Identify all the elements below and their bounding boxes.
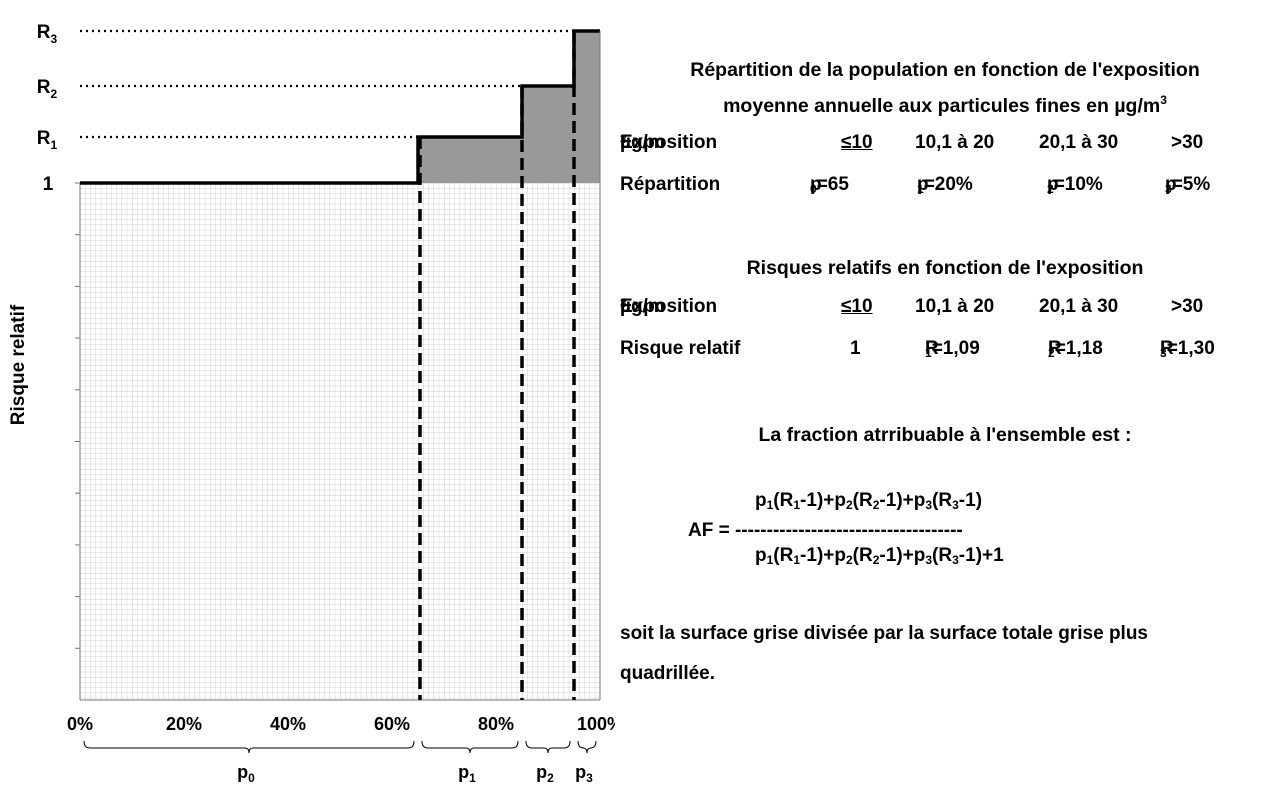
distribution-row: Répartition p 0 =65 p 1 =20% p 2 =10% p 3 =5% — [615, 174, 1275, 200]
relative-risk-value: R 3 =1,30 — [1160, 338, 1215, 360]
p-symbol: p — [1165, 174, 1177, 195]
r-symbol: R — [1048, 338, 1062, 359]
distribution-value: p 0 =65 — [810, 174, 849, 196]
distribution-title: Répartition de la population en fonction… — [615, 55, 1275, 121]
r-symbol: R — [1160, 338, 1174, 359]
attributable-area-p2 — [522, 86, 574, 183]
fraction-bar: ------------------------------------ — [734, 520, 963, 541]
distribution-value: p 3 =5% — [1165, 174, 1210, 196]
distribution-title-line2: moyenne annuelle aux particules fines en — [723, 95, 1115, 117]
p-index: 3 — [1165, 182, 1172, 196]
conclusion-line2: quadrillée. — [620, 663, 716, 684]
p-value: =10% — [1053, 174, 1103, 195]
unit-exponent: 3 — [1160, 93, 1167, 107]
y-level-label: 1 — [43, 174, 54, 195]
formula-af: AF = -----------------------------------… — [688, 520, 963, 542]
relative-risk-value: R 1 =1,09 — [925, 338, 980, 360]
exposure-value: 10,1 à 20 — [915, 296, 995, 317]
exposure-unit-exp: 3 — [620, 296, 627, 310]
p-value: =65 — [816, 174, 849, 195]
af-label: AF = — [688, 520, 735, 541]
exposure-unit: µg/m — [620, 296, 665, 317]
exposure-value: ≤10 — [841, 132, 873, 153]
r-value: =1,18 — [1054, 338, 1103, 359]
unit: µg/m — [1114, 95, 1161, 117]
exposure-label: Exposition — [620, 132, 718, 153]
fraction-title: La fraction atrribuable à l'ensemble est… — [758, 424, 1132, 446]
segment-brace — [421, 740, 519, 754]
exposure-row-2: Exposition µg/m 3 ≤10 10,1 à 20 20,1 à 30… — [615, 296, 1275, 322]
exposure-unit: µg/m — [620, 132, 665, 153]
r-value: =1,09 — [931, 338, 980, 359]
p-index: 2 — [1047, 182, 1054, 196]
x-tick-label: 40% — [270, 714, 306, 734]
x-tick-label: 60% — [374, 714, 410, 734]
segment-label: p2 — [536, 762, 554, 785]
attributable-area-p1 — [418, 137, 522, 183]
segment-label: p1 — [458, 762, 476, 785]
segment-brace — [83, 740, 415, 754]
formula-denominator: p1(R1-1)+p2(R2-1)+p3(R3-1)+1 — [755, 545, 1004, 567]
r-index: 3 — [1160, 346, 1167, 360]
x-tick-label: 80% — [478, 714, 514, 734]
exposure-label: Exposition — [620, 296, 718, 317]
y-level-label: R3 — [37, 22, 58, 46]
distribution-value: p 2 =10% — [1047, 174, 1103, 196]
p-symbol: p — [1047, 174, 1059, 195]
exposure-value: ≤10 — [841, 296, 873, 317]
formula-numerator: p1(R1-1)+p2(R2-1)+p3(R3-1) — [755, 490, 983, 512]
exposure-value: >30 — [1171, 296, 1204, 317]
exposure-unit-exp: 3 — [620, 132, 627, 146]
r-index: 1 — [925, 346, 932, 360]
y-level-label: R1 — [37, 128, 58, 152]
r-index: 2 — [1048, 346, 1055, 360]
exposure-value: 10,1 à 20 — [915, 132, 995, 153]
p-symbol: p — [810, 174, 822, 195]
segment-brace — [577, 740, 597, 754]
p-value: =5% — [1171, 174, 1211, 195]
relative-risk-value: R 2 =1,18 — [1048, 338, 1103, 360]
exposure-value: >30 — [1171, 132, 1204, 153]
relative-risk-row: Risque relatif 1 R 1 =1,09 R 2 =1,18 R 3 =1,30 — [615, 338, 1275, 364]
exposure-row-1: Exposition µg/m 3 ≤10 10,1 à 20 20,1 à 30… — [615, 132, 1275, 158]
x-tick-label: 0% — [67, 714, 93, 734]
relative-risk-title: Risques relatifs en fonction de l'exposi… — [746, 257, 1144, 279]
x-tick-label: 20% — [166, 714, 202, 734]
grid-area — [80, 183, 600, 700]
p-symbol: p — [917, 174, 929, 195]
r-value: =1,30 — [1166, 338, 1215, 359]
distribution-label: Répartition — [620, 174, 721, 195]
r-symbol: R — [925, 338, 939, 359]
p-index: 1 — [917, 182, 924, 196]
segment-brace — [525, 740, 571, 754]
x-tick-label: 100% — [577, 714, 615, 734]
exposure-value: 20,1 à 30 — [1039, 132, 1119, 153]
exposure-value: 20,1 à 30 — [1039, 296, 1119, 317]
y-axis-label: Risque relatif — [8, 304, 29, 425]
attributable-area-p3 — [574, 31, 600, 183]
relative-risk-label: Risque relatif — [620, 338, 741, 359]
conclusion-line1: soit la surface grise divisée par la sur… — [620, 623, 1149, 644]
p-index: 0 — [810, 182, 817, 196]
r-symbol: 1 — [850, 338, 861, 359]
p-value: =20% — [923, 174, 973, 195]
segment-label: p3 — [575, 762, 593, 785]
distribution-value: p 1 =20% — [917, 174, 973, 196]
y-level-label: R2 — [37, 77, 58, 101]
attributable-fraction-diagram: 1 R1 R2 R3 0% 20% 40% 60% 80% 100% p0 p1 p2 p3 Risque… — [8, 22, 615, 785]
distribution-title-line1: Répartition de la population en fonction… — [690, 59, 1200, 81]
segment-label: p0 — [237, 762, 255, 785]
